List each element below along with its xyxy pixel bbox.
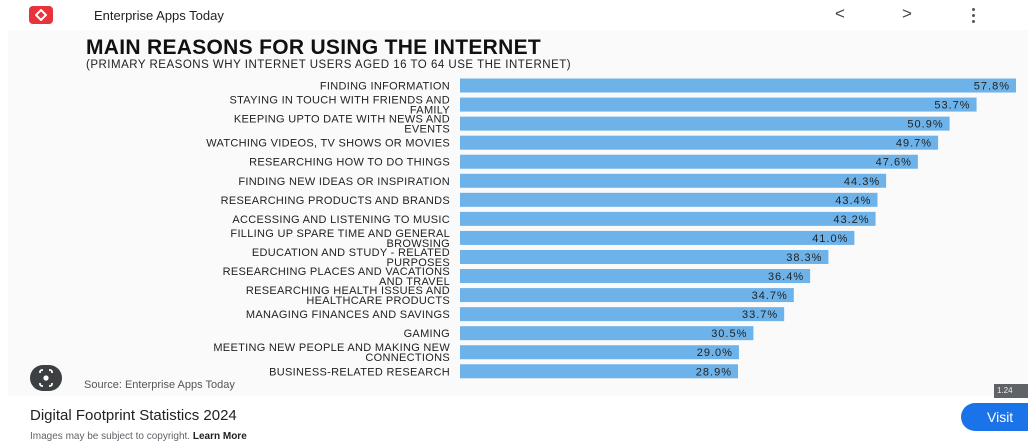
bar-value-label: 33.7% [742, 309, 778, 321]
bar [460, 326, 753, 340]
bar [460, 79, 1016, 93]
bar-value-label: 38.3% [786, 252, 822, 264]
category-label: BUSINESS-RELATED RESEARCH [269, 366, 450, 378]
image-source: Source: Enterprise Apps Today [84, 379, 235, 391]
category-label: WATCHING VIDEOS, TV SHOWS OR MOVIES [206, 138, 450, 150]
bar-value-label: 50.9% [907, 119, 943, 131]
bar-value-label: 49.7% [896, 138, 932, 150]
page-title[interactable]: Digital Footprint Statistics 2024 [30, 407, 237, 424]
category-label: FINDING INFORMATION [320, 81, 450, 93]
bar [460, 231, 854, 245]
category-label: RESEARCHING HOW TO DO THINGS [249, 157, 450, 169]
bar-value-label: 57.8% [974, 81, 1010, 93]
bar-value-label: 36.4% [768, 271, 804, 283]
bar [460, 174, 886, 188]
category-label: GAMING [404, 328, 450, 340]
bar [460, 288, 794, 302]
category-label: CONNECTIONS [365, 352, 450, 364]
bar-value-label: 30.5% [711, 328, 747, 340]
bar [460, 212, 876, 226]
bar-value-label: 34.7% [752, 290, 788, 302]
bar-value-label: 41.0% [812, 233, 848, 245]
category-label: FINDING NEW IDEAS OR INSPIRATION [238, 176, 450, 188]
bar [460, 250, 828, 264]
category-label: EVENTS [404, 124, 450, 136]
learn-more-link[interactable]: Learn More [193, 431, 247, 442]
category-label: MANAGING FINANCES AND SAVINGS [246, 309, 450, 321]
bar [460, 269, 810, 283]
bar [460, 155, 918, 169]
image-size-badge: 1.24 [994, 384, 1028, 398]
lens-search-button[interactable] [30, 365, 62, 391]
bar-value-label: 29.0% [697, 347, 733, 359]
bar-value-label: 44.3% [844, 176, 880, 188]
bar [460, 117, 950, 131]
bar-value-label: 28.9% [696, 366, 732, 378]
bar-value-label: 43.2% [833, 214, 869, 226]
bar [460, 193, 877, 207]
bar-value-label: 47.6% [876, 157, 912, 169]
category-label: RESEARCHING PRODUCTS AND BRANDS [221, 195, 450, 207]
bar [460, 307, 784, 321]
category-label: ACCESSING AND LISTENING TO MUSIC [232, 214, 450, 226]
bar-value-label: 43.4% [835, 195, 871, 207]
bar-value-label: 53.7% [934, 100, 970, 112]
category-label: HEALTHCARE PRODUCTS [306, 295, 450, 307]
bar [460, 98, 977, 112]
lens-icon [30, 365, 62, 391]
copyright-text: Images may be subject to copyright. [30, 431, 190, 442]
visit-button[interactable]: Visit [961, 403, 1028, 431]
bar [460, 136, 938, 150]
copyright-notice: Images may be subject to copyright. Lear… [30, 431, 247, 442]
